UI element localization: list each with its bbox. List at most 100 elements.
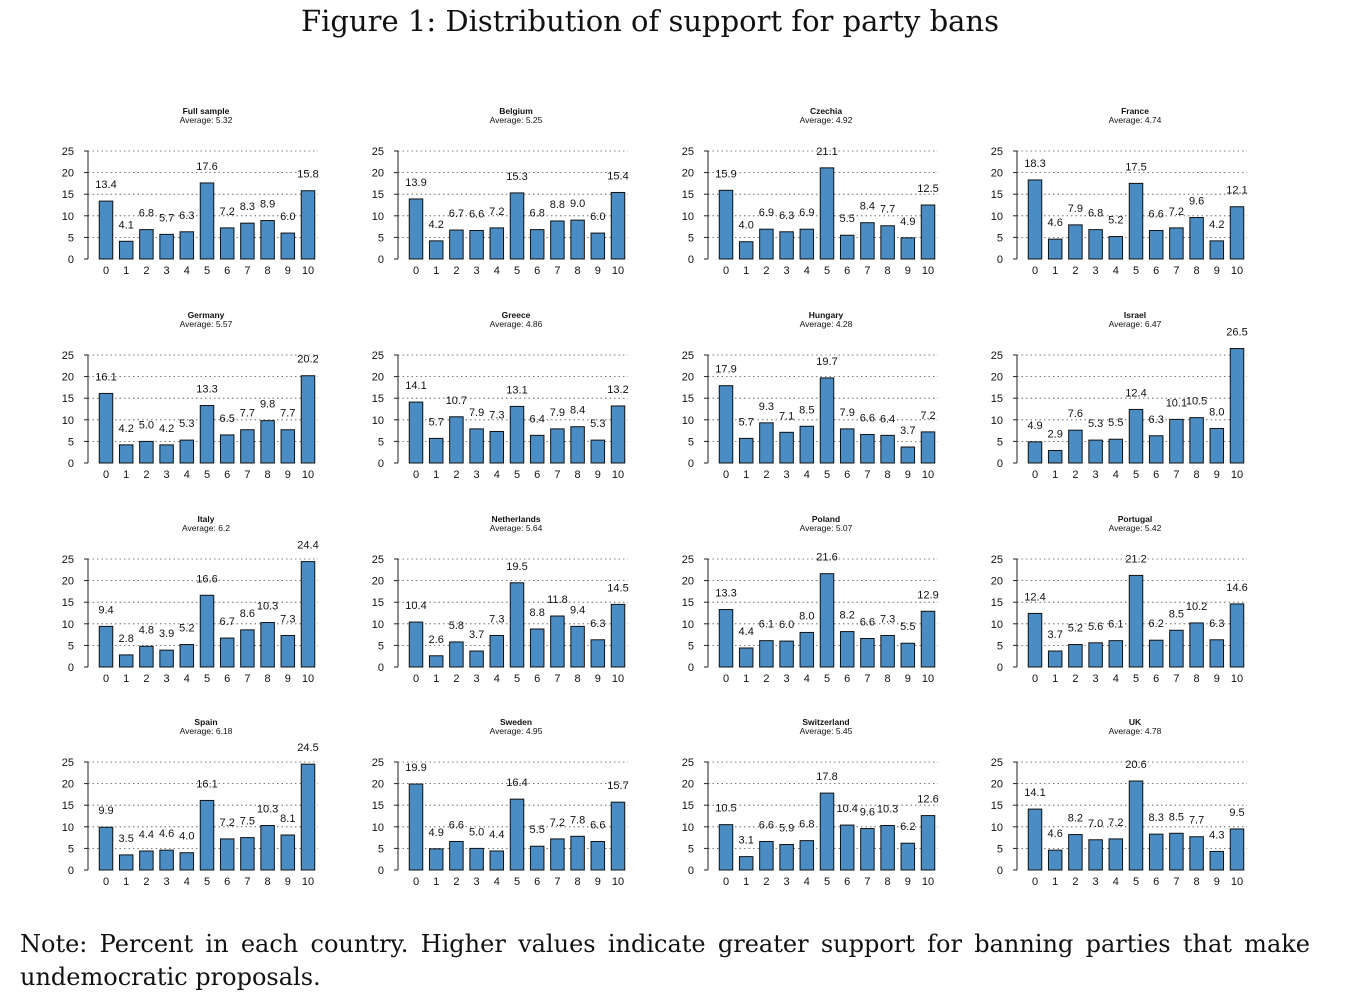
bar xyxy=(819,792,835,871)
y-tick-label: 25 xyxy=(372,554,384,566)
panel-subtitle: Average: 5.25 xyxy=(490,115,543,125)
data-label: 5.0 xyxy=(139,419,154,431)
y-tick-label: 10 xyxy=(372,822,384,834)
x-tick-label: 4 xyxy=(804,469,810,481)
x-tick-label: 4 xyxy=(1113,265,1119,277)
x-tick-label: 4 xyxy=(804,876,810,888)
bar xyxy=(240,837,255,871)
bar xyxy=(738,647,754,668)
bar xyxy=(819,377,835,464)
x-tick-label: 2 xyxy=(453,876,459,888)
bar xyxy=(408,198,424,260)
data-label: 7.2 xyxy=(920,410,935,422)
data-label: 5.5 xyxy=(1108,417,1123,429)
x-tick-label: 8 xyxy=(1194,469,1200,481)
data-label: 7.9 xyxy=(840,407,855,419)
y-tick-label: 0 xyxy=(997,254,1003,266)
x-tick-label: 5 xyxy=(824,673,830,685)
x-tick-label: 5 xyxy=(204,876,210,888)
bar xyxy=(199,182,215,260)
data-label: 5.8 xyxy=(449,620,464,632)
bar xyxy=(799,840,815,871)
y-tick-label: 0 xyxy=(378,254,384,266)
x-tick-label: 3 xyxy=(784,265,790,277)
panel-title: Israel xyxy=(1124,310,1146,320)
bar xyxy=(1108,640,1124,668)
data-label: 3.7 xyxy=(900,425,915,437)
y-tick-label: 25 xyxy=(682,554,694,566)
x-tick-label: 5 xyxy=(204,469,210,481)
x-tick-label: 9 xyxy=(285,673,291,685)
y-tick-label: 5 xyxy=(68,436,74,448)
x-tick-label: 3 xyxy=(1093,469,1099,481)
bar xyxy=(759,228,774,260)
data-label: 2.6 xyxy=(429,634,444,646)
data-label: 6.2 xyxy=(1149,618,1164,630)
x-tick-label: 1 xyxy=(743,265,749,277)
bar xyxy=(1209,240,1225,260)
y-tick-label: 5 xyxy=(688,640,694,652)
bar xyxy=(860,828,875,871)
bar xyxy=(260,420,275,464)
data-label: 8.5 xyxy=(1169,811,1184,823)
bar xyxy=(799,228,815,260)
x-tick-label: 3 xyxy=(1093,673,1099,685)
y-tick-label: 15 xyxy=(372,597,384,609)
bar xyxy=(1068,429,1083,464)
y-tick-label: 25 xyxy=(62,757,74,769)
bar xyxy=(489,227,505,260)
y-tick-label: 25 xyxy=(682,757,694,769)
bar xyxy=(759,640,774,668)
data-label: 9.4 xyxy=(98,604,113,616)
x-tick-label: 2 xyxy=(763,265,769,277)
bar xyxy=(260,220,275,260)
x-tick-label: 6 xyxy=(1153,265,1159,277)
y-tick-label: 20 xyxy=(372,168,384,180)
bar xyxy=(408,401,424,464)
data-label: 4.9 xyxy=(429,827,444,839)
data-label: 7.5 xyxy=(240,816,255,828)
bar xyxy=(1189,622,1204,668)
data-label: 8.4 xyxy=(570,405,585,417)
x-tick-label: 5 xyxy=(824,876,830,888)
data-label: 8.3 xyxy=(240,201,255,213)
bar xyxy=(1169,629,1184,668)
bar xyxy=(1229,828,1245,871)
panel-title: Czechia xyxy=(810,106,842,116)
bar xyxy=(1047,238,1063,260)
bar xyxy=(590,439,606,464)
bar xyxy=(550,428,565,464)
bar xyxy=(920,431,936,464)
panel-subtitle: Average: 4.86 xyxy=(490,319,543,329)
x-tick-label: 7 xyxy=(554,673,560,685)
y-tick-label: 20 xyxy=(991,168,1003,180)
bar xyxy=(469,650,484,668)
data-label: 7.9 xyxy=(1068,203,1083,215)
y-tick-label: 0 xyxy=(997,865,1003,877)
panel-subtitle: Average: 5.32 xyxy=(180,115,233,125)
x-tick-label: 7 xyxy=(864,673,870,685)
bar xyxy=(1128,574,1144,668)
data-label: 6.6 xyxy=(860,616,875,628)
x-tick-label: 10 xyxy=(612,469,624,481)
data-label: 6.0 xyxy=(590,211,605,223)
data-label: 6.0 xyxy=(280,211,295,223)
y-tick-label: 15 xyxy=(682,800,694,812)
y-tick-label: 25 xyxy=(991,350,1003,362)
x-tick-label: 8 xyxy=(575,876,581,888)
bar xyxy=(900,446,916,464)
y-tick-label: 20 xyxy=(62,372,74,384)
y-tick-label: 10 xyxy=(62,415,74,427)
bar xyxy=(799,631,815,668)
data-label: 8.2 xyxy=(1068,813,1083,825)
y-tick-label: 10 xyxy=(991,619,1003,631)
bar xyxy=(469,847,484,871)
x-tick-label: 2 xyxy=(1072,469,1078,481)
data-label: 16.1 xyxy=(196,778,217,790)
x-tick-label: 7 xyxy=(1173,673,1179,685)
x-tick-label: 2 xyxy=(763,673,769,685)
bar xyxy=(1047,849,1063,871)
x-tick-label: 1 xyxy=(123,469,129,481)
